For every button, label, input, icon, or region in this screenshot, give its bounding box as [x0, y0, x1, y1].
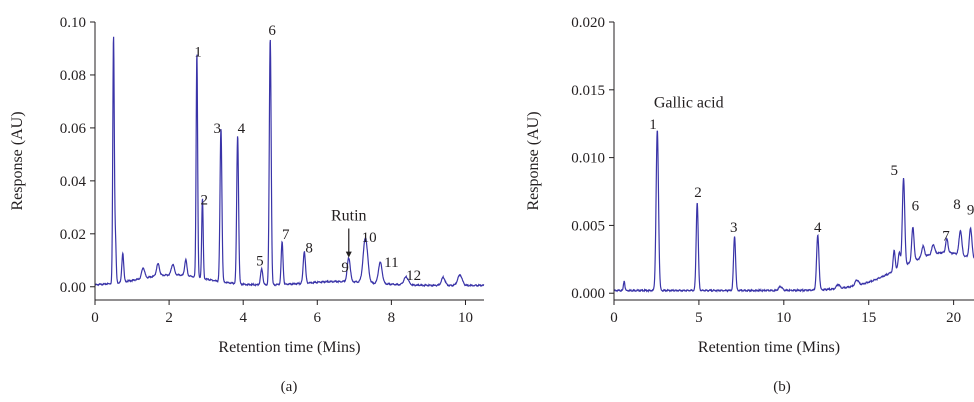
peak-label: 7: [282, 227, 290, 243]
y-tick-label: 0.015: [571, 83, 605, 99]
x-tick-label: 20: [946, 310, 961, 326]
peak-label: 1: [649, 117, 657, 133]
chart-a-x-ticks: 0 2 4 6 8 10: [91, 300, 473, 326]
peak-label: 5: [256, 254, 264, 270]
x-tick-label: 15: [861, 310, 876, 326]
x-tick-label: 8: [388, 310, 396, 326]
y-tick-label: 0.005: [571, 218, 605, 234]
y-tick-label: 0.08: [60, 68, 86, 84]
y-tick-label: 0.00: [60, 280, 86, 296]
chart-b-panel-label: (b): [773, 379, 791, 395]
y-tick-label: 0.04: [60, 174, 87, 190]
peak-label: 6: [268, 23, 276, 39]
peak-label: 11: [384, 255, 398, 271]
peak-label: 3: [730, 220, 738, 236]
x-tick-label: 2: [165, 310, 173, 326]
compound-label: Rutin: [331, 208, 367, 225]
peak-label: 4: [814, 220, 822, 236]
chart-panel-a: 0 2 4 6 8 10 0.000.020.040.060.080.10 123 4567…: [9, 15, 485, 395]
x-tick-label: 0: [91, 310, 99, 326]
peak-label: 2: [201, 193, 209, 209]
compound-label: Gallic acid: [654, 94, 724, 111]
chart-a-x-label: Retention time (Mins): [218, 339, 360, 356]
y-tick-label: 0.000: [571, 286, 605, 302]
x-tick-label: 5: [695, 310, 703, 326]
y-tick-label: 0.06: [60, 121, 87, 137]
peak-label: 9: [341, 260, 349, 276]
peak-label: 7: [942, 228, 950, 244]
peak-label: 9: [967, 203, 974, 219]
x-tick-label: 4: [239, 310, 247, 326]
chart-a-y-ticks: 0.00 0.02 0.04 0.06 0.08 0.10: [60, 15, 95, 296]
peak-label: 1: [194, 44, 202, 60]
chart-a-trace: [94, 36, 485, 288]
x-tick-label: 10: [458, 310, 473, 326]
peak-label: 6: [912, 198, 920, 214]
peak-label: 8: [305, 240, 313, 256]
y-tick-label: 0.02: [60, 227, 86, 243]
peak-label: 2: [694, 185, 702, 201]
peak-label: 5: [890, 163, 898, 179]
x-tick-label: 0: [610, 310, 618, 326]
chart-b-y-ticks: 0.000 0.005 0.010 0.015 0.020: [571, 15, 614, 302]
y-tick-label: 0.10: [60, 15, 86, 31]
chart-b-annotations: 1 2 3 4 5 6 78 9 Gallic acid: [649, 94, 974, 244]
x-tick-label: 6: [314, 310, 322, 326]
chart-a-rutin-arrowhead: [345, 251, 352, 258]
chart-panel-b: 0 5 10 15 20 0.000 0.005 0.010 0.015 0.020 1 2 3 4 5…: [525, 15, 974, 395]
x-tick-label: 10: [776, 310, 791, 326]
y-tick-label: 0.020: [571, 15, 605, 31]
peak-label: 3: [214, 121, 222, 137]
chart-a-y-label: Response (AU): [9, 111, 26, 210]
peak-label: 12: [406, 268, 421, 284]
y-tick-label: 0.010: [571, 151, 605, 167]
peak-label: 4: [238, 121, 246, 137]
peak-label: 8: [953, 197, 961, 213]
chart-a-panel-label: (a): [281, 379, 298, 395]
peak-label: 10: [362, 230, 377, 246]
chart-b-trace: [613, 130, 974, 293]
chart-b-x-label: Retention time (Mins): [698, 339, 840, 356]
chart-b-y-label: Response (AU): [525, 111, 542, 210]
chart-b-x-ticks: 0 5 10 15 20: [610, 300, 961, 326]
